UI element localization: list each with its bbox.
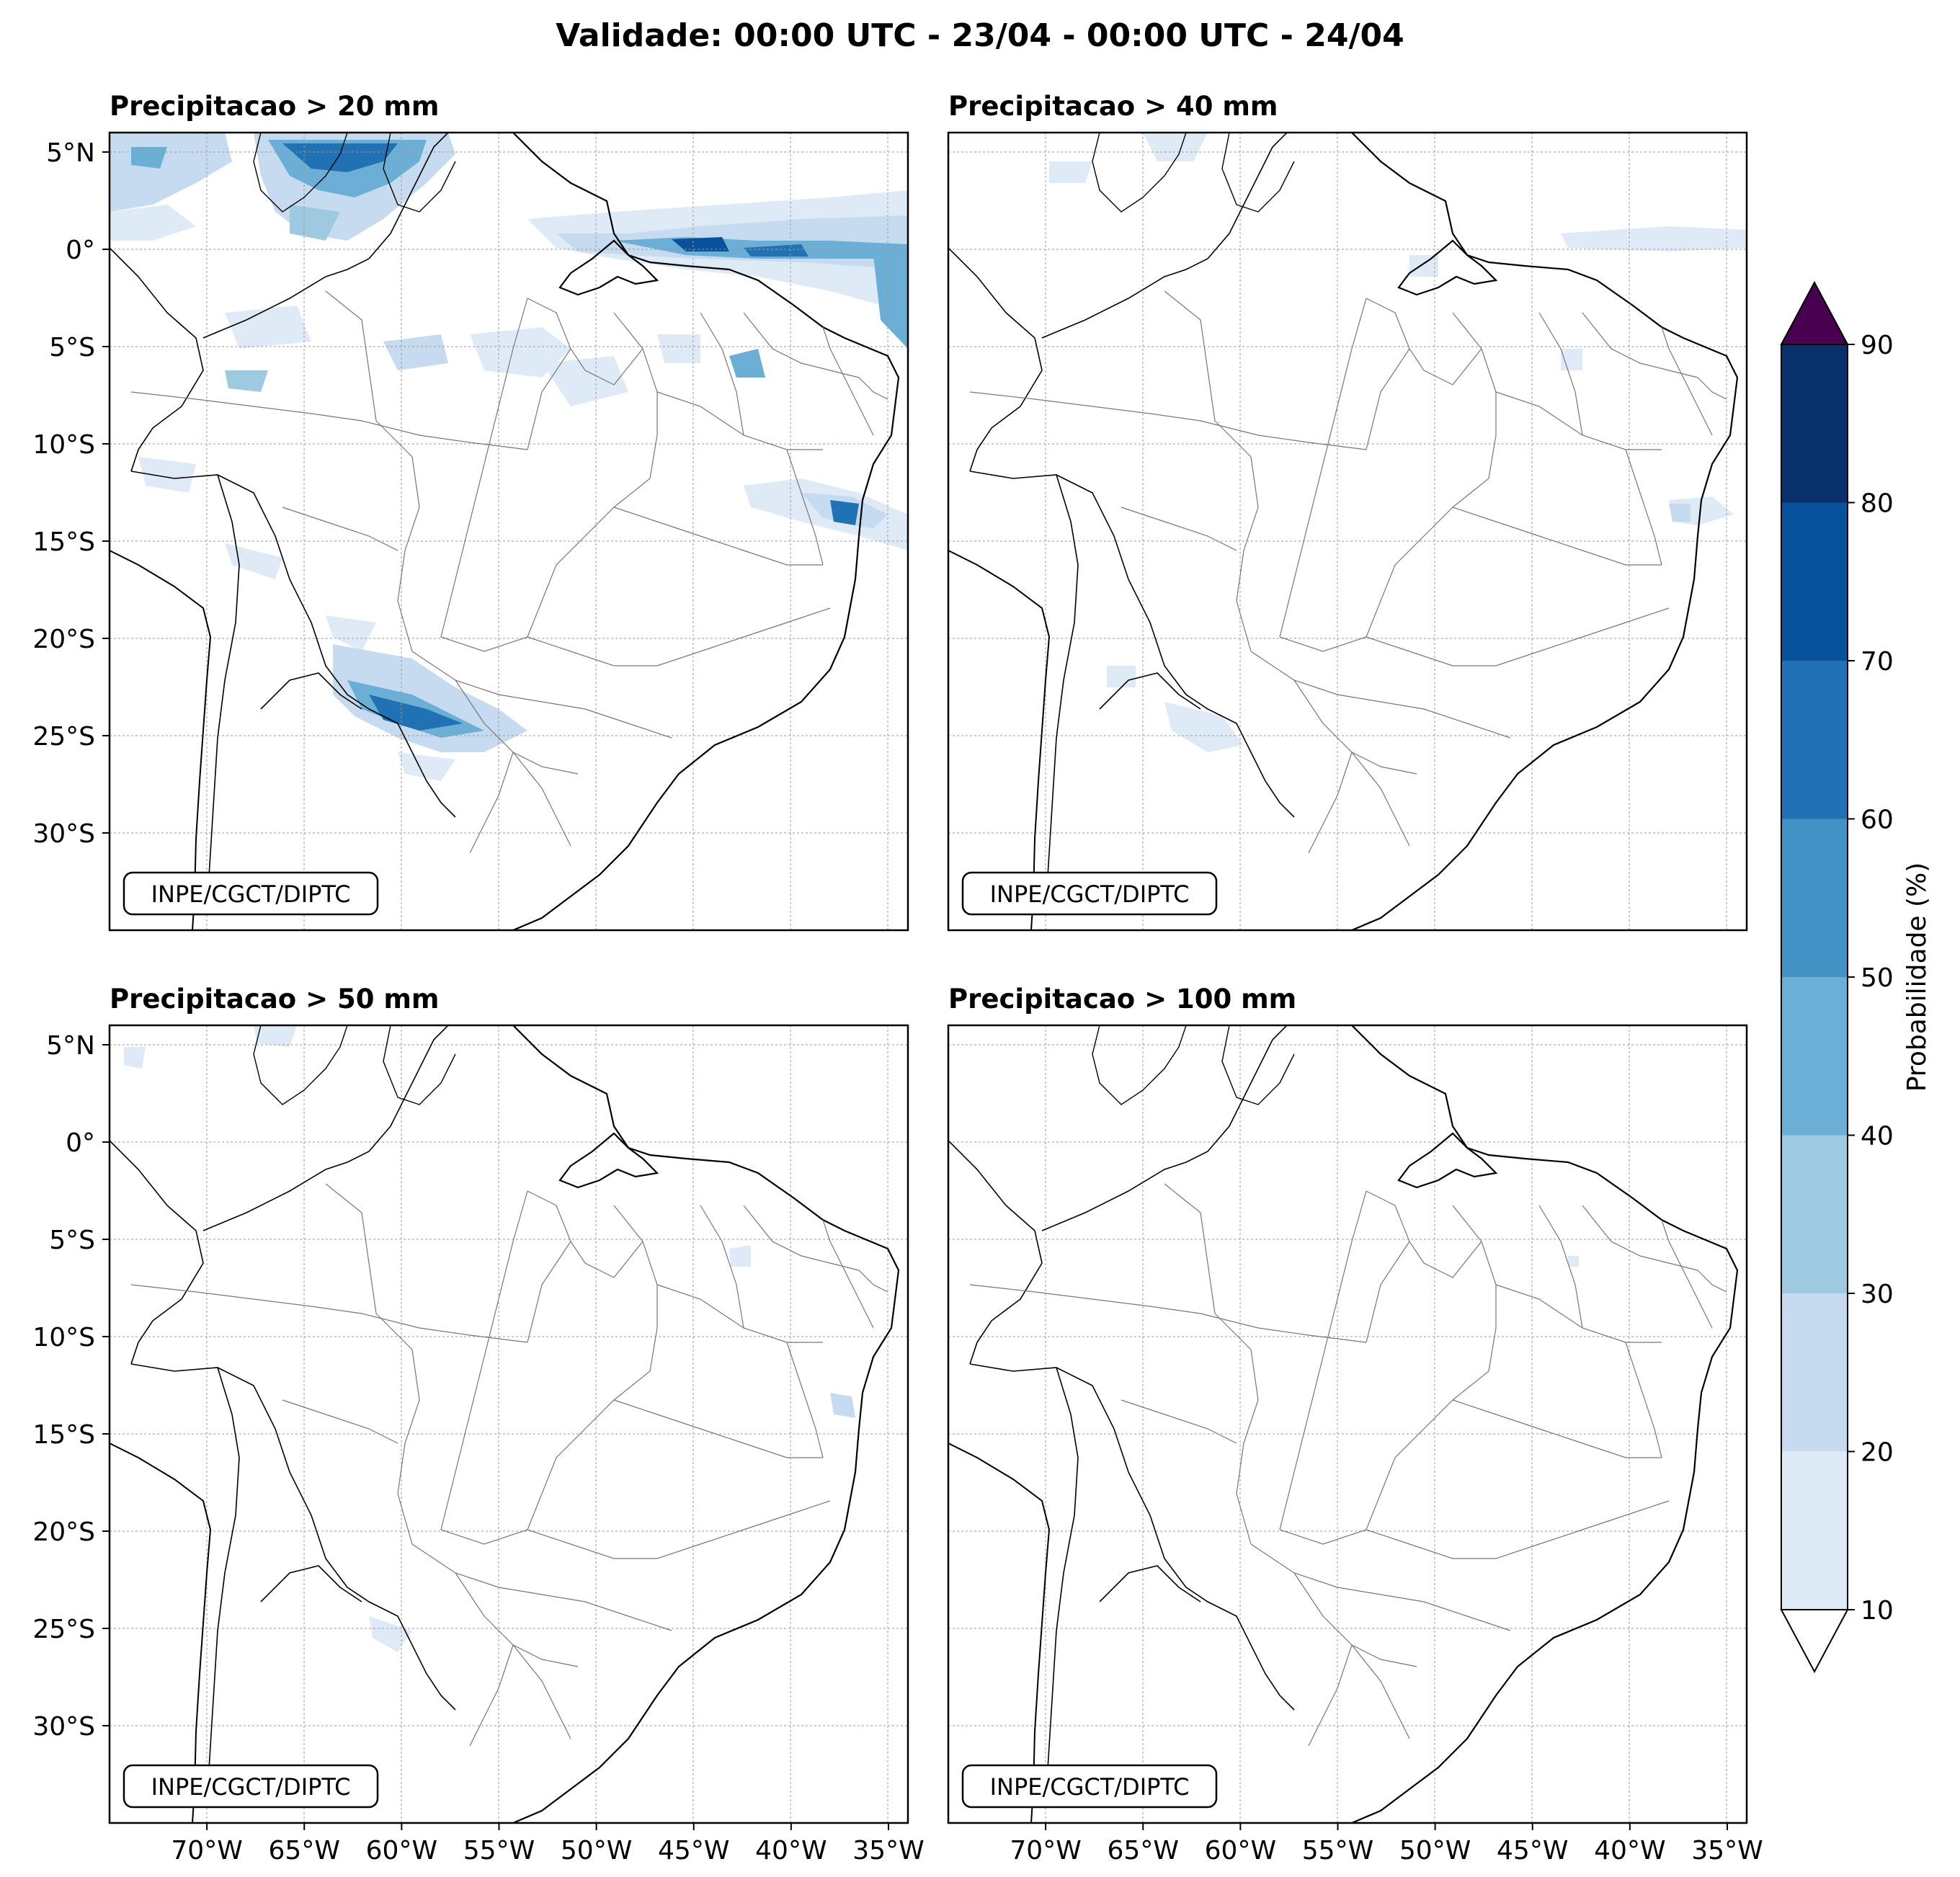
latitude-tick-label: 25°S	[32, 1615, 95, 1644]
probability-field	[124, 1025, 855, 1652]
colorbar-tick-label: 90	[1861, 331, 1894, 360]
longitude-tick-label: 60°W	[1205, 1836, 1276, 1865]
latitude-tick-label: 30°S	[32, 819, 95, 849]
colorbar-tick-label: 70	[1861, 647, 1894, 677]
colorbar: 10 20 30 40 50 60 70 80 90 Probabilidade (%)	[1780, 280, 1932, 1674]
colorbar-bin	[1781, 1135, 1848, 1293]
panel-precip-40mm: Precipitacao > 40 mm INPE/CGCT/DIPTC	[947, 91, 1748, 932]
colorbar-tick-label: 40	[1861, 1122, 1894, 1151]
colorbar-tick-label: 80	[1861, 489, 1894, 519]
longitude-tick-label: 40°W	[1594, 1836, 1665, 1865]
latitude-tick-label: 5°S	[49, 1226, 95, 1255]
latitude-tick-label: 10°S	[32, 1323, 95, 1352]
probability-field	[110, 133, 908, 781]
panel-title: Precipitacao > 20 mm	[110, 91, 439, 122]
colorbar-tick-label: 30	[1861, 1280, 1894, 1309]
latitude-tick-label: 25°S	[32, 722, 95, 752]
panel-precip-100mm: Precipitacao > 100 mm INPE/CGCT/DIPTC	[947, 984, 1748, 1824]
colorbar-bin	[1781, 661, 1848, 819]
colorbar-ticks: 10 20 30 40 50 60 70 80 90	[1848, 331, 1894, 1626]
figure-title: Validade: 00:00 UTC - 23/04 - 00:00 UTC …	[556, 17, 1404, 54]
panel-title: Precipitacao > 100 mm	[948, 984, 1296, 1015]
latitude-tick-label: 0°	[66, 1128, 95, 1158]
colorbar-bin	[1781, 344, 1848, 503]
longitude-tick-label: 65°W	[269, 1836, 340, 1865]
colorbar-bin	[1781, 819, 1848, 977]
longitude-tick-label: 35°W	[1691, 1836, 1763, 1865]
longitude-tick-label: 40°W	[755, 1836, 827, 1865]
longitude-tick-label: 55°W	[463, 1836, 535, 1865]
colorbar-tick-label: 10	[1861, 1596, 1894, 1626]
panel-precip-50mm: Precipitacao > 50 mm INPE/CGCT/DIPTC	[108, 984, 909, 1824]
longitude-tick-label: 65°W	[1108, 1836, 1179, 1865]
longitude-tick-label: 60°W	[366, 1836, 437, 1865]
credit-label: INPE/CGCT/DIPTC	[151, 880, 351, 908]
longitude-ticks-left: 70°W 65°W 60°W 55°W 50°W 45°W 40°W 35°W	[171, 1823, 925, 1865]
colorbar-bin	[1781, 502, 1848, 661]
panel-title: Precipitacao > 40 mm	[948, 91, 1278, 122]
panel-title: Precipitacao > 50 mm	[110, 984, 439, 1015]
colorbar-tick-label: 50	[1861, 963, 1894, 993]
colorbar-bin	[1781, 1293, 1848, 1452]
colorbar-under-triangle	[1780, 1609, 1849, 1674]
probability-field	[1568, 1256, 1579, 1267]
latitude-tick-label: 20°S	[32, 625, 95, 654]
colorbar-label: Probabilidade (%)	[1902, 862, 1932, 1092]
longitude-tick-label: 45°W	[1497, 1836, 1568, 1865]
longitude-tick-label: 35°W	[852, 1836, 924, 1865]
longitude-tick-label: 70°W	[171, 1836, 242, 1865]
colorbar-tick-label: 60	[1861, 806, 1894, 835]
latitude-tick-label: 5°N	[46, 1031, 95, 1061]
longitude-tick-label: 70°W	[1010, 1836, 1081, 1865]
credit-label: INPE/CGCT/DIPTC	[990, 880, 1190, 908]
credit-label: INPE/CGCT/DIPTC	[151, 1773, 351, 1801]
longitude-tick-label: 50°W	[1399, 1836, 1471, 1865]
colorbar-tick-label: 20	[1861, 1438, 1894, 1468]
probability-field	[1049, 133, 1747, 752]
colorbar-bin	[1781, 977, 1848, 1136]
latitude-tick-label: 5°N	[46, 138, 95, 168]
latitude-tick-label: 0°	[66, 236, 95, 265]
latitude-ticks-bottom: 5°N 0° 5°S 10°S 15°S 20°S 25°S 30°S	[32, 1031, 110, 1742]
latitude-tick-label: 15°S	[32, 527, 95, 557]
panel-precip-20mm: Precipitacao > 20 mm	[108, 91, 909, 932]
longitude-ticks-right: 70°W 65°W 60°W 55°W 50°W 45°W 40°W 35°W	[1010, 1823, 1763, 1865]
latitude-ticks-top: 5°N 0° 5°S 10°S 15°S 20°S 25°S 30°S	[32, 138, 110, 849]
latitude-tick-label: 15°S	[32, 1420, 95, 1450]
colorbar-bins	[1781, 344, 1848, 1610]
latitude-tick-label: 20°S	[32, 1517, 95, 1547]
colorbar-over-triangle	[1780, 280, 1849, 345]
longitude-tick-label: 50°W	[561, 1836, 632, 1865]
longitude-tick-label: 55°W	[1302, 1836, 1373, 1865]
colorbar-bin	[1781, 1451, 1848, 1610]
longitude-tick-label: 45°W	[658, 1836, 729, 1865]
latitude-tick-label: 10°S	[32, 430, 95, 460]
credit-label: INPE/CGCT/DIPTC	[990, 1773, 1190, 1801]
latitude-tick-label: 30°S	[32, 1712, 95, 1742]
latitude-tick-label: 5°S	[49, 333, 95, 362]
